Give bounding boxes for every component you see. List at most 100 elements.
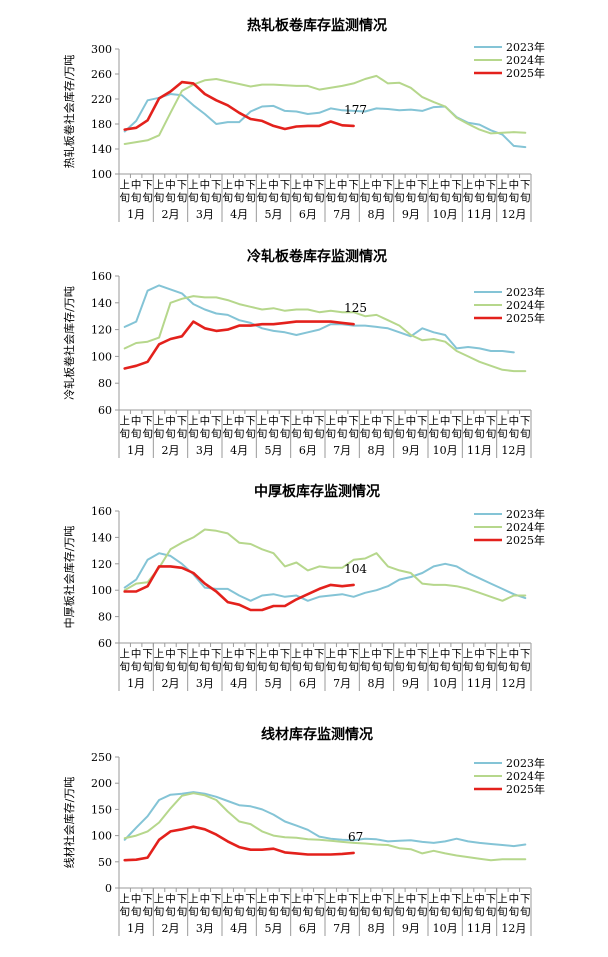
x-tick-char: 旬: [177, 191, 188, 204]
x-tick-char: 旬: [154, 905, 165, 918]
x-tick-char: 旬: [188, 905, 199, 918]
x-tick-char: 中: [509, 178, 520, 191]
x-tick-char: 旬: [371, 191, 382, 204]
x-tick-label: 上旬: [360, 893, 371, 918]
x-tick-char: 旬: [222, 660, 233, 673]
x-tick-label: 下旬: [348, 648, 359, 673]
x-tick-label: 上旬: [188, 893, 199, 918]
x-tick-char: 旬: [428, 660, 439, 673]
x-tick-label: 上旬: [394, 415, 405, 440]
x-tick-char: 旬: [200, 427, 211, 440]
x-tick-label: 上旬: [291, 648, 302, 673]
y-tick-label: 100: [91, 168, 112, 181]
x-tick-label: 下旬: [280, 648, 291, 673]
x-tick-label: 上旬: [188, 179, 199, 204]
data-label-latest: 67: [348, 830, 363, 844]
x-tick-label: 下旬: [211, 179, 222, 204]
legend-label: 2023年: [506, 756, 545, 770]
x-tick-char: 旬: [234, 427, 245, 440]
x-tick-label: 上旬: [119, 415, 130, 440]
x-tick-char: 上: [394, 893, 405, 905]
x-tick-char: 中: [371, 892, 382, 905]
x-tick-label: 下旬: [280, 179, 291, 204]
x-tick-label: 下旬: [211, 415, 222, 440]
x-tick-char: 下: [417, 893, 428, 905]
x-tick-char: 旬: [188, 427, 199, 440]
month-label: 9月: [402, 444, 420, 457]
x-tick-char: 下: [451, 415, 462, 427]
y-tick-label: 60: [98, 637, 112, 650]
x-tick-char: 中: [131, 178, 142, 191]
x-tick-char: 中: [406, 892, 417, 905]
x-tick-char: 旬: [154, 427, 165, 440]
x-tick-char: 下: [451, 893, 462, 905]
x-tick-label: 中旬: [440, 178, 451, 204]
y-tick-label: 260: [91, 68, 112, 81]
month-label: 3月: [196, 922, 214, 935]
month-label: 7月: [333, 208, 351, 221]
x-tick-label: 下旬: [451, 648, 462, 673]
month-label: 1月: [127, 677, 145, 690]
x-tick-char: 下: [314, 415, 325, 427]
x-tick-char: 上: [222, 179, 233, 191]
x-tick-char: 旬: [280, 905, 291, 918]
legend-label: 2023年: [506, 40, 545, 54]
x-tick-char: 下: [520, 893, 531, 905]
x-tick-label: 中旬: [371, 414, 382, 440]
y-tick-label: 120: [91, 324, 112, 337]
x-tick-label: 下旬: [486, 415, 497, 440]
x-tick-char: 下: [280, 415, 291, 427]
x-tick-char: 旬: [440, 427, 451, 440]
x-tick-label: 中旬: [509, 647, 520, 673]
x-tick-char: 上: [428, 648, 439, 660]
x-tick-char: 上: [188, 415, 199, 427]
x-tick-label: 中旬: [509, 178, 520, 204]
x-tick-label: 中旬: [406, 647, 417, 673]
month-label: 10月: [433, 208, 458, 221]
x-tick-label: 上旬: [428, 415, 439, 440]
x-tick-label: 下旬: [211, 893, 222, 918]
x-tick-char: 旬: [348, 191, 359, 204]
x-tick-label: 下旬: [245, 893, 256, 918]
x-tick-char: 旬: [257, 427, 268, 440]
x-tick-char: 旬: [257, 191, 268, 204]
y-tick-label: 180: [91, 118, 112, 131]
x-tick-char: 下: [520, 179, 531, 191]
x-tick-char: 旬: [222, 427, 233, 440]
x-tick-label: 上旬: [463, 179, 474, 204]
series-line-2024: [123, 295, 527, 373]
x-tick-label: 中旬: [440, 414, 451, 440]
x-tick-label: 中旬: [474, 414, 485, 440]
x-tick-char: 旬: [291, 905, 302, 918]
series-line-2024: [123, 74, 527, 145]
x-tick-label: 中旬: [303, 892, 314, 918]
x-tick-char: 上: [291, 179, 302, 191]
x-tick-label: 中旬: [303, 414, 314, 440]
month-label: 1月: [127, 208, 145, 221]
x-tick-char: 中: [406, 414, 417, 427]
series-line-2025: [123, 825, 355, 862]
x-tick-label: 上旬: [119, 179, 130, 204]
x-tick-char: 旬: [268, 427, 279, 440]
x-tick-char: 下: [520, 648, 531, 660]
x-tick-char: 下: [211, 179, 222, 191]
x-tick-label: 中旬: [474, 178, 485, 204]
x-tick-label: 上旬: [497, 648, 508, 673]
x-tick-label: 下旬: [142, 648, 153, 673]
y-tick-label: 50: [98, 856, 112, 869]
y-tick-label: 160: [91, 270, 112, 283]
chart-title: 冷轧板卷库存监测情况: [247, 248, 387, 265]
x-tick-char: 下: [280, 893, 291, 905]
x-tick-char: 下: [280, 648, 291, 660]
x-tick-label: 中旬: [337, 414, 348, 440]
x-tick-char: 中: [303, 892, 314, 905]
x-tick-label: 下旬: [486, 648, 497, 673]
x-tick-label: 下旬: [142, 179, 153, 204]
x-tick-char: 旬: [371, 427, 382, 440]
series-line-2025: [123, 320, 355, 370]
x-tick-char: 上: [360, 179, 371, 191]
x-tick-char: 旬: [394, 660, 405, 673]
x-tick-char: 旬: [406, 427, 417, 440]
x-tick-char: 下: [142, 648, 153, 660]
